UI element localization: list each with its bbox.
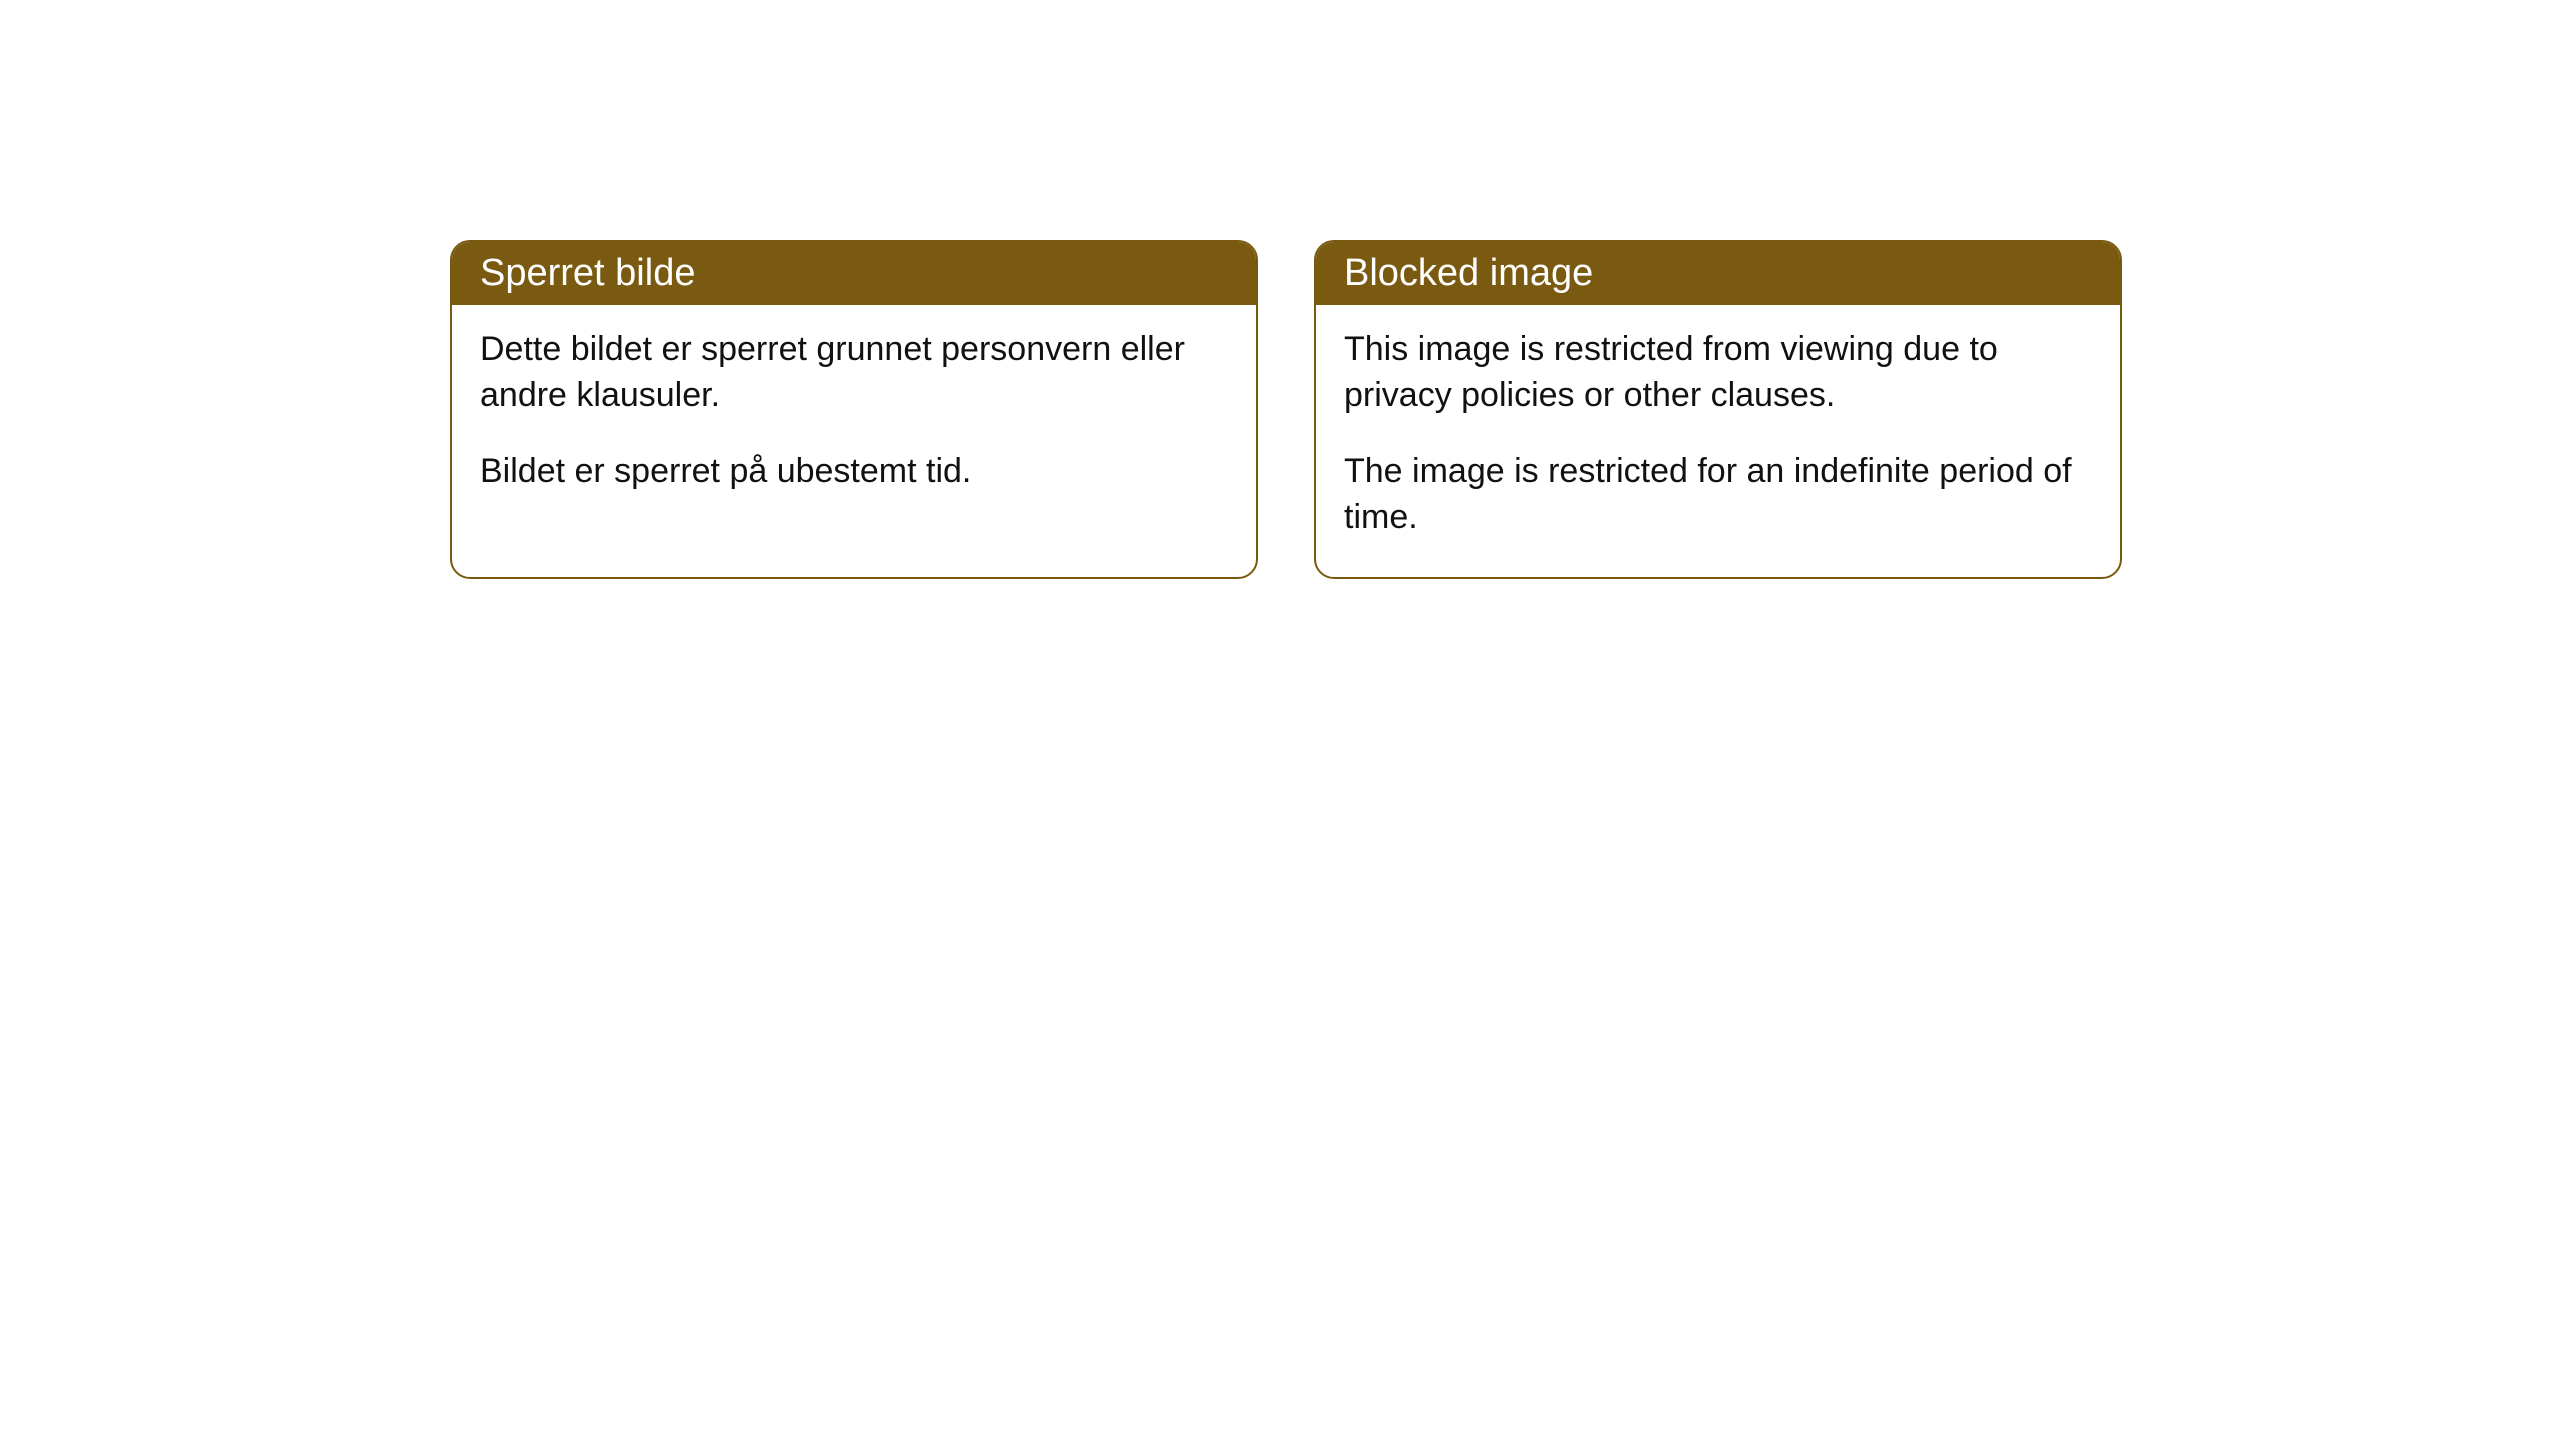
card-title: Blocked image [1344,252,1593,294]
notice-card-norwegian: Sperret bilde Dette bildet er sperret gr… [450,240,1258,579]
card-body-norwegian: Dette bildet er sperret grunnet personve… [452,305,1256,531]
card-title: Sperret bilde [480,252,695,294]
notice-card-english: Blocked image This image is restricted f… [1314,240,2122,579]
card-header-english: Blocked image [1316,242,2120,305]
card-paragraph: Bildet er sperret på ubestemt tid. [480,449,1228,495]
card-paragraph: This image is restricted from viewing du… [1344,327,2092,419]
card-header-norwegian: Sperret bilde [452,242,1256,305]
card-paragraph: The image is restricted for an indefinit… [1344,449,2092,541]
card-body-english: This image is restricted from viewing du… [1316,305,2120,577]
card-paragraph: Dette bildet er sperret grunnet personve… [480,327,1228,419]
notice-cards-container: Sperret bilde Dette bildet er sperret gr… [450,240,2122,579]
